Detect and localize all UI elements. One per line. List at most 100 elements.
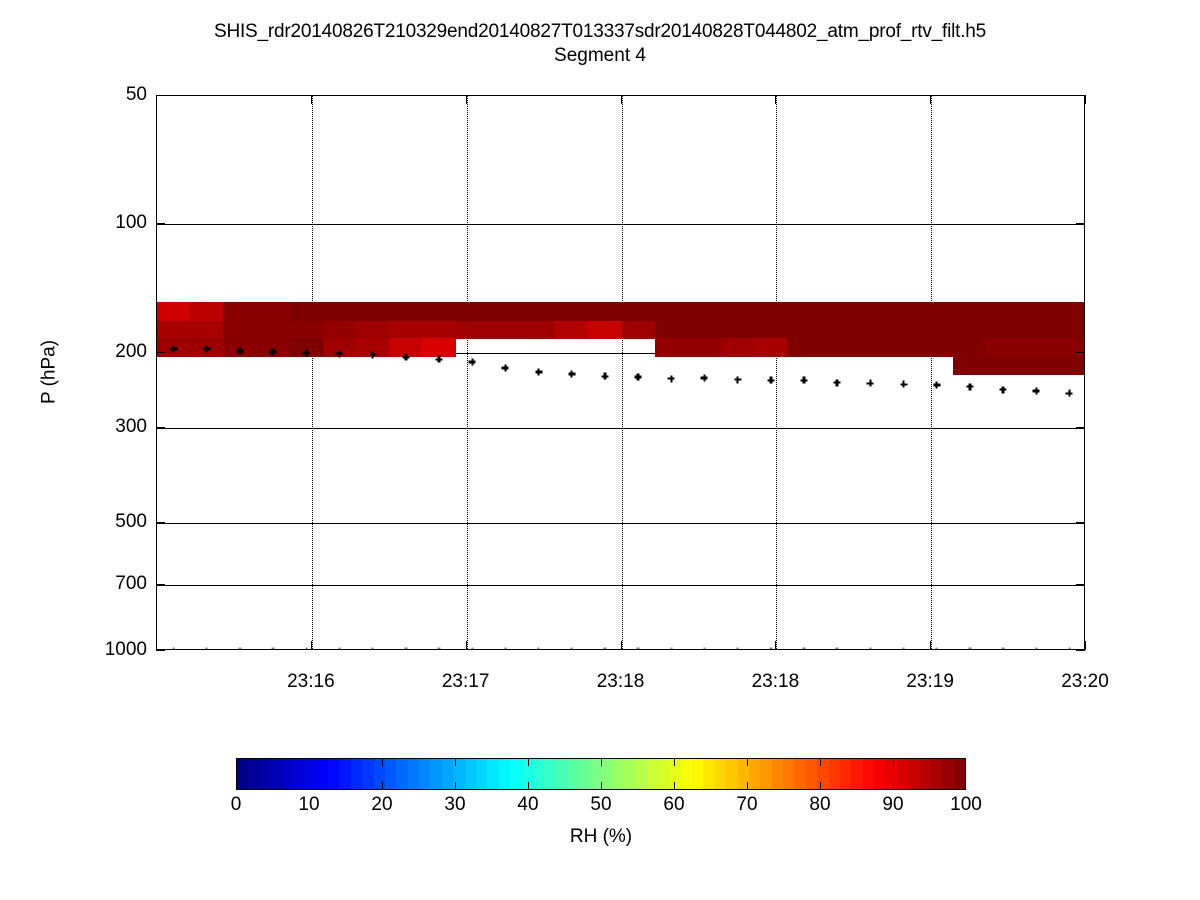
y-tick-label: 100 (115, 212, 147, 234)
surface-marker (635, 647, 642, 649)
y-gridline (157, 224, 1084, 226)
heatmap-cell (455, 320, 490, 340)
colorbar-band (532, 759, 545, 789)
x-tick-mark-top (310, 95, 312, 104)
x-gridline (621, 96, 623, 649)
heatmap-cell (787, 301, 822, 322)
surface-marker (1033, 647, 1040, 649)
surface-marker (900, 647, 907, 649)
cloud-top-marker (667, 375, 675, 383)
colorbar-band (657, 759, 670, 789)
colorbar-band (328, 759, 340, 789)
surface-marker (834, 647, 841, 649)
colorbar-band (441, 759, 454, 789)
heatmap-cell (953, 356, 988, 376)
cloud-top-marker (999, 386, 1007, 394)
colorbar-tick-mark (528, 758, 529, 766)
x-tick-label: 23:19 (906, 671, 954, 692)
surface-marker (867, 647, 874, 649)
heatmap-cell (886, 320, 921, 340)
colorbar-tick-mark (820, 758, 821, 766)
x-tick-mark (930, 641, 932, 650)
colorbar-band (692, 759, 704, 789)
heatmap-cell (157, 301, 191, 322)
heatmap-cell (853, 338, 888, 358)
heatmap-cell (356, 338, 390, 358)
cloud-top-marker (833, 379, 841, 387)
y-tick-mark-right (1076, 95, 1085, 96)
heatmap-cell (721, 301, 755, 322)
cloud-top-marker (535, 368, 543, 376)
heatmap-cell (687, 301, 722, 322)
cloud-top-marker (1065, 389, 1073, 397)
heatmap-cell (787, 320, 822, 340)
heatmap-cell (920, 320, 954, 340)
y-tick-mark (156, 351, 165, 353)
x-gridline (466, 96, 468, 649)
colorbar-band (510, 759, 522, 789)
y-tick-mark-right (1076, 426, 1085, 428)
heatmap-cell (223, 320, 258, 340)
surface-marker (568, 647, 575, 649)
colorbar-band (635, 759, 647, 789)
colorbar-band (248, 759, 260, 789)
heatmap-cell (356, 301, 390, 322)
colorbar-band (953, 759, 965, 789)
colorbar-tick-label: 60 (663, 794, 685, 815)
figure-subtitle: Segment 4 (554, 45, 646, 66)
cloud-top-marker (203, 345, 211, 353)
y-tick-label: 500 (115, 510, 147, 532)
colorbar-band (521, 759, 533, 789)
colorbar-band (839, 759, 852, 789)
heatmap-cell (157, 320, 191, 340)
cloud-top-marker (933, 381, 941, 389)
surface-marker (1066, 647, 1073, 649)
heatmap-cell (687, 338, 722, 358)
x-tick-label: 23:20 (1061, 671, 1109, 692)
y-tick-label: 300 (115, 415, 147, 437)
colorbar-band (601, 759, 613, 789)
heatmap-cell (886, 338, 921, 358)
surface-marker (502, 647, 509, 649)
heatmap-cell (389, 338, 424, 358)
heatmap-cell (488, 320, 523, 340)
colorbar-band (589, 759, 601, 789)
heatmap-cell (721, 338, 755, 358)
cloud-top-marker (800, 376, 808, 384)
heatmap-cell (389, 320, 424, 340)
surface-marker (436, 647, 443, 649)
cloud-top-marker (335, 350, 343, 358)
y-tick-mark (156, 426, 165, 428)
heatmap-cell (920, 338, 954, 358)
heatmap-cell (886, 301, 921, 322)
colorbar-tick-mark-bottom (309, 782, 310, 790)
cloud-top-marker (966, 383, 974, 391)
colorbar-band (316, 759, 328, 789)
heatmap-cell (389, 301, 424, 322)
colorbar-band (362, 759, 374, 789)
heatmap-cell (1019, 356, 1054, 376)
colorbar-band (919, 759, 931, 789)
surface-marker (469, 647, 476, 649)
surface-marker (767, 647, 774, 649)
x-tick-mark (775, 641, 777, 650)
heatmap-cell (521, 301, 556, 322)
heatmap-cell (322, 301, 357, 322)
colorbar-tick-mark-bottom (455, 782, 456, 790)
surface-marker (236, 647, 243, 649)
colorbar-band (396, 759, 408, 789)
heatmap-cell (356, 320, 390, 340)
colorbar-tick-label: 90 (882, 794, 904, 815)
heatmap-cell (920, 301, 954, 322)
x-tick-label: 23:18 (751, 671, 800, 692)
colorbar-tick-mark-bottom (893, 782, 894, 790)
heatmap-cell (1019, 338, 1054, 358)
colorbar-tick-label: 80 (809, 794, 831, 815)
heatmap-cell (953, 301, 988, 322)
colorbar-tick-label: 70 (736, 794, 758, 815)
x-tick-mark-top (775, 95, 777, 104)
colorbar-band (350, 759, 363, 789)
heatmap-cell (289, 338, 324, 358)
y-tick-mark-right (1076, 583, 1085, 585)
cloud-top-marker (767, 376, 775, 384)
